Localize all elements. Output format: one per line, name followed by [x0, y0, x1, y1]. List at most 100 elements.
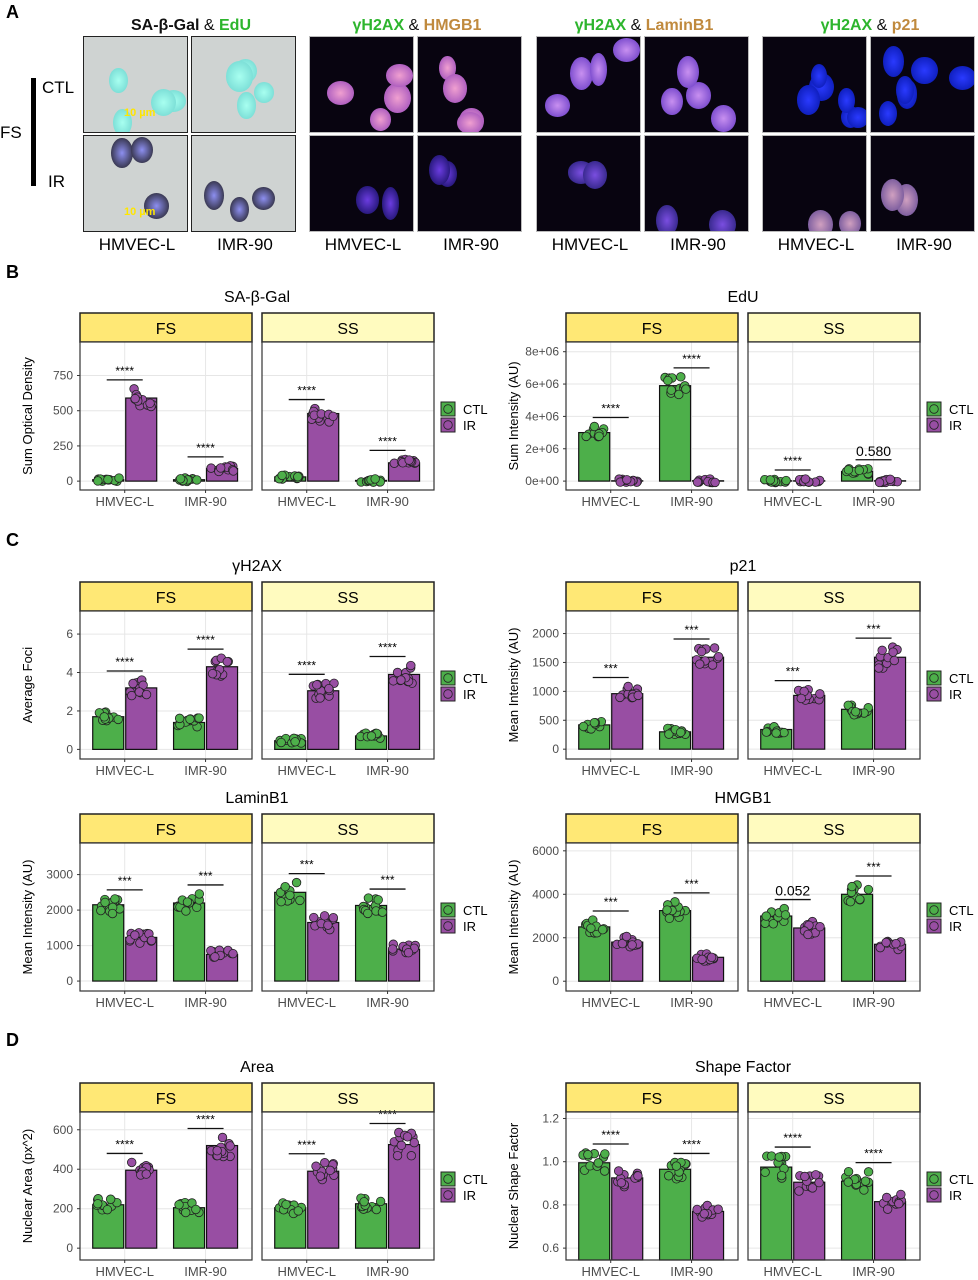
- x-tick-label: HMVEC-L: [763, 494, 822, 509]
- data-point: [126, 690, 137, 701]
- facet-strip: [565, 813, 739, 844]
- data-point: [847, 881, 857, 892]
- x-tick-label: IMR-90: [852, 1264, 895, 1279]
- panel-border: [747, 610, 921, 760]
- micrograph: [309, 36, 414, 133]
- chart-sa-gal: SA-β-Gal Sum Optical Density 0 250 500 750 FS *…: [0, 284, 492, 524]
- bar-ir: [691, 1210, 725, 1261]
- data-point: [621, 931, 632, 942]
- nucleus: [896, 76, 914, 104]
- chart-title: SA-β-Gal: [224, 289, 290, 306]
- data-point: [616, 1178, 627, 1188]
- y-tick-label: 600: [53, 1123, 73, 1137]
- y-axis-label: Nuclear Shape Factor: [506, 1122, 521, 1249]
- legend-point: [443, 420, 453, 430]
- data-point: [860, 1176, 871, 1186]
- data-point: [765, 475, 776, 485]
- nucleus: [381, 187, 400, 221]
- data-point: [222, 656, 232, 667]
- nucleus: [203, 181, 224, 211]
- row-label-ctl: CTL: [42, 78, 75, 97]
- nucleus: [796, 85, 821, 116]
- data-point: [882, 1204, 893, 1214]
- legend-label: CTL: [463, 671, 488, 686]
- data-point: [319, 911, 330, 921]
- cell-line-label: IMR-90: [443, 235, 499, 254]
- bar-ctl: [658, 385, 692, 482]
- micrograph: [417, 135, 522, 232]
- y-tick-label: 0.8: [542, 1198, 559, 1212]
- nucleus: [369, 108, 391, 132]
- data-point: [674, 389, 684, 400]
- facet-label: FS: [642, 822, 662, 839]
- chart-title: EdU: [727, 289, 758, 306]
- nucleus: [711, 105, 736, 132]
- data-point: [228, 466, 239, 476]
- data-point: [194, 889, 205, 899]
- data-point: [709, 643, 720, 653]
- chart-title: γH2AX: [232, 558, 282, 575]
- chart-p21: p21 Mean Intensity (AU) 0 500 1000 1500 2000 FS…: [486, 553, 978, 793]
- data-point: [800, 474, 811, 484]
- data-point: [675, 727, 686, 738]
- data-point: [315, 1171, 326, 1181]
- x-tick-label: IMR-90: [852, 494, 895, 509]
- facet-strip: [261, 581, 435, 612]
- legend-label: CTL: [949, 402, 974, 417]
- significance-label: ***: [300, 858, 314, 872]
- facet-strip: [261, 813, 435, 844]
- nucleus: [130, 137, 153, 164]
- y-tick-label: 0.6: [542, 1241, 559, 1255]
- data-point: [93, 476, 103, 486]
- x-tick-label: IMR-90: [366, 763, 409, 778]
- significance-label: ****: [378, 1108, 397, 1122]
- data-point: [281, 1199, 291, 1210]
- data-point: [894, 1198, 904, 1209]
- data-point: [285, 890, 295, 900]
- y-tick-label: 4: [66, 666, 73, 680]
- row-group-label: FS: [0, 123, 22, 142]
- data-point: [623, 681, 633, 692]
- legend-point: [443, 404, 453, 414]
- data-point: [363, 893, 374, 903]
- data-point: [276, 897, 286, 907]
- data-point: [633, 690, 643, 701]
- x-tick-label: HMVEC-L: [581, 1264, 640, 1279]
- data-point: [843, 1166, 854, 1177]
- cell-line-label: HMVEC-L: [324, 235, 402, 254]
- data-point: [228, 948, 238, 959]
- nucleus: [882, 45, 905, 78]
- chart-shape-factor: Shape Factor Nuclear Shape Factor 0.6 0.8 1.…: [486, 1054, 978, 1280]
- bar-ir: [611, 1177, 644, 1261]
- significance-label: ***: [685, 877, 699, 891]
- facet-label: FS: [156, 590, 176, 607]
- data-point: [699, 1209, 710, 1219]
- data-point: [594, 431, 604, 441]
- nucleus: [143, 193, 169, 220]
- facet-label: FS: [156, 321, 176, 338]
- legend-label: IR: [949, 919, 962, 934]
- data-point: [363, 908, 373, 919]
- y-tick-label: 750: [53, 369, 73, 383]
- data-point: [409, 1137, 419, 1148]
- legend-label: CTL: [463, 402, 488, 417]
- chart-area: Area Nuclear Area (px^2) 0 200 400 600 FS **** H…: [0, 1054, 492, 1280]
- data-point: [881, 937, 891, 948]
- bar-ctl: [840, 1180, 874, 1261]
- legend-label: IR: [463, 687, 476, 702]
- nucleus: [847, 107, 866, 129]
- data-point: [589, 421, 600, 432]
- x-tick-label: HMVEC-L: [95, 995, 154, 1010]
- significance-label: ****: [864, 1147, 883, 1161]
- data-point: [324, 683, 334, 694]
- legend-label: IR: [463, 919, 476, 934]
- panel-letter-d: D: [6, 1030, 19, 1050]
- nucleus: [237, 92, 256, 119]
- facet-label: SS: [337, 590, 358, 607]
- facet-strip: [79, 1082, 253, 1113]
- bar-ir: [125, 397, 158, 482]
- data-point: [110, 894, 120, 904]
- title-part: SA-β-Gal: [131, 17, 200, 34]
- nucleus: [113, 108, 133, 132]
